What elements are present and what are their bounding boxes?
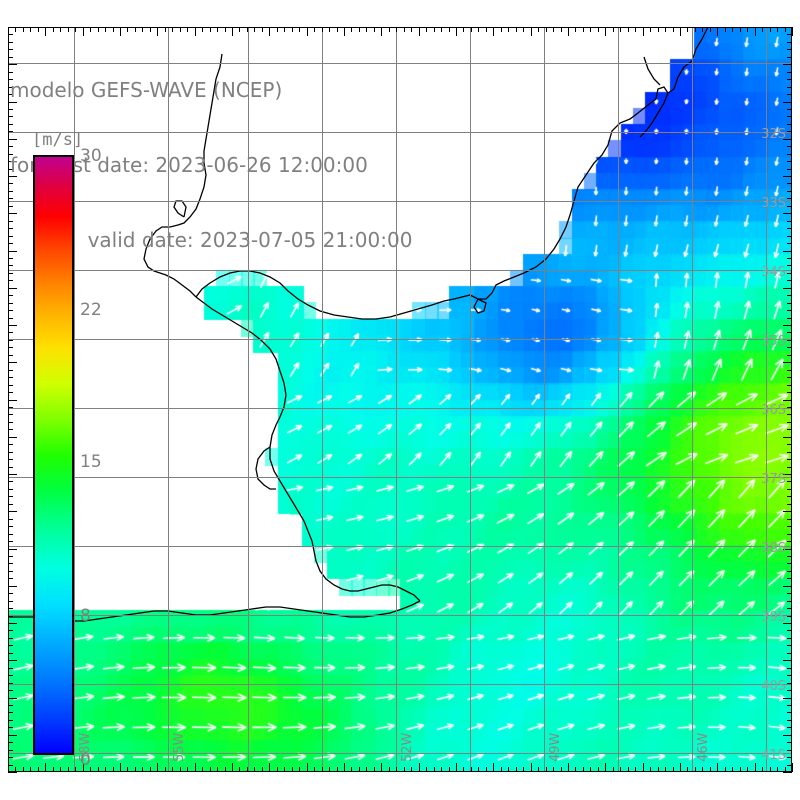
colorbar-tick-8: 8 (80, 606, 91, 626)
lat-label-35s: 35S (761, 334, 786, 349)
gridline-lon (248, 27, 249, 772)
lat-label-39s: 39S (761, 610, 786, 625)
gridline-lat (8, 132, 792, 133)
gridline-lat (8, 201, 792, 202)
lat-label-32s: 32S (761, 127, 786, 142)
gridline-lon (618, 27, 619, 772)
colorbar-gradient (33, 155, 74, 755)
lat-label-40s: 40S (761, 679, 786, 694)
gridline-lat (8, 339, 792, 340)
gridline-lat (8, 270, 792, 271)
model-title: modelo GEFS-WAVE (NCEP) (10, 78, 283, 102)
colorbar (33, 155, 74, 755)
map-plot-area: 32S 33S 34S 35S 36S 37S 38S 39S 40S 41S … (8, 27, 792, 772)
gridline-lon (470, 27, 471, 772)
lat-label-41s: 41S (761, 748, 786, 763)
gridline-lat (8, 546, 792, 547)
gridline-lat (8, 63, 792, 64)
lat-label-33s: 33S (761, 196, 786, 211)
lon-label-49w: 49W (548, 732, 563, 762)
colorbar-tick-30: 30 (80, 146, 102, 166)
gridline-lat (8, 408, 792, 409)
gridline-lon (322, 27, 323, 772)
colorbar-tick-22: 22 (80, 300, 102, 320)
valid-date: valid date: 2023-07-05 21:00:00 (87, 228, 413, 252)
lon-label-52w: 52W (400, 732, 415, 762)
lon-label-55w: 55W (172, 732, 187, 762)
gridline-lon (766, 27, 767, 772)
lat-label-37s: 37S (761, 472, 786, 487)
gridline-lon (544, 27, 545, 772)
lon-label-46w: 46W (696, 732, 711, 762)
gridline-lat (8, 615, 792, 616)
gridline-lat (8, 753, 792, 754)
gridline-lon (692, 27, 693, 772)
lat-label-36s: 36S (761, 403, 786, 418)
colorbar-tick-15: 15 (80, 452, 102, 472)
gridline-lat (8, 477, 792, 478)
colorbar-tick-0: 0 (80, 750, 91, 770)
gridline-lon (74, 27, 75, 772)
gridline-lon (168, 27, 169, 772)
lat-label-34s: 34S (761, 265, 786, 280)
gridline-lon (396, 27, 397, 772)
colorbar-unit-label: [m/s] (32, 130, 84, 150)
lat-label-38s: 38S (761, 541, 786, 556)
gridline-lat (8, 684, 792, 685)
